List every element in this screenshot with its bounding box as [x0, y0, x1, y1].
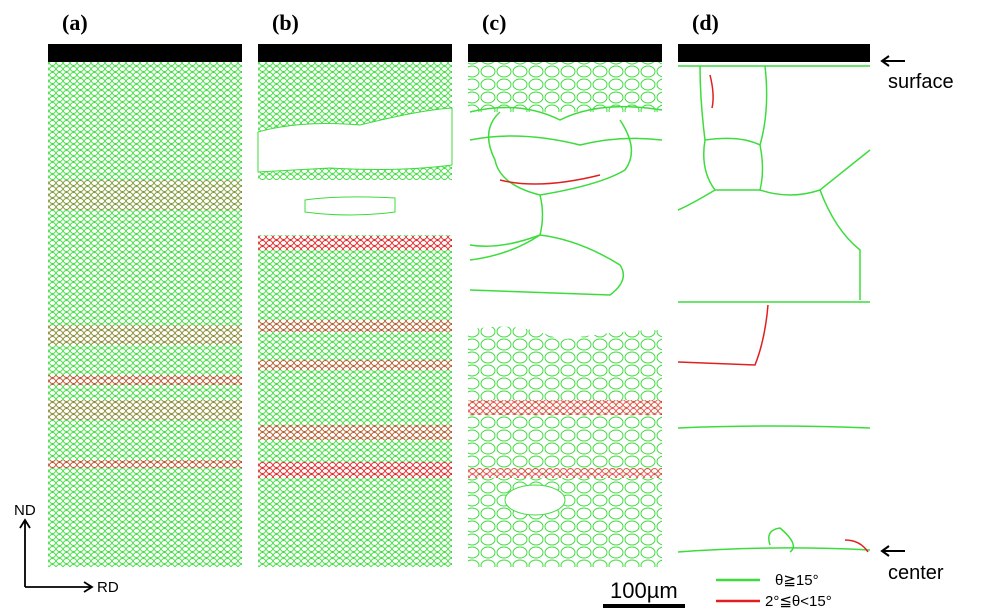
surface-bar [258, 44, 452, 62]
panel-label: (b) [272, 10, 299, 35]
surface-arrow [880, 55, 905, 67]
legend-label: 2°≦θ<15° [765, 593, 832, 610]
low-angle-bands [48, 180, 242, 468]
nd-label: ND [14, 502, 36, 519]
panel-label: (d) [692, 10, 719, 35]
low-angle-bands [258, 236, 452, 478]
surface-label: surface [888, 71, 954, 93]
surface-bar [468, 44, 662, 62]
fine-region [468, 326, 662, 567]
low-angle-boundary [709, 74, 714, 109]
low-angle-band [468, 400, 662, 415]
center-label: center [888, 562, 944, 584]
rd-label: RD [97, 579, 119, 596]
grain-map [678, 62, 870, 567]
large-grain [504, 484, 566, 516]
scale-label: 100µm [610, 578, 678, 603]
scale-bar [603, 604, 685, 608]
center-arrow [880, 545, 905, 557]
orientation-axes [19, 518, 94, 593]
grain-boundaries [677, 65, 871, 553]
low-angle-boundary [844, 539, 869, 553]
grain-map [48, 62, 242, 567]
grain-boundaries [468, 62, 663, 296]
panel-label: (c) [482, 10, 506, 35]
surface-bar [678, 44, 870, 62]
panel-label: (a) [62, 10, 88, 35]
low-angle-band [468, 468, 662, 478]
low-angle-boundary [677, 304, 769, 366]
surface-bar [48, 44, 242, 62]
coarse-regions [257, 107, 453, 235]
legend-label: θ≧15° [775, 572, 819, 589]
